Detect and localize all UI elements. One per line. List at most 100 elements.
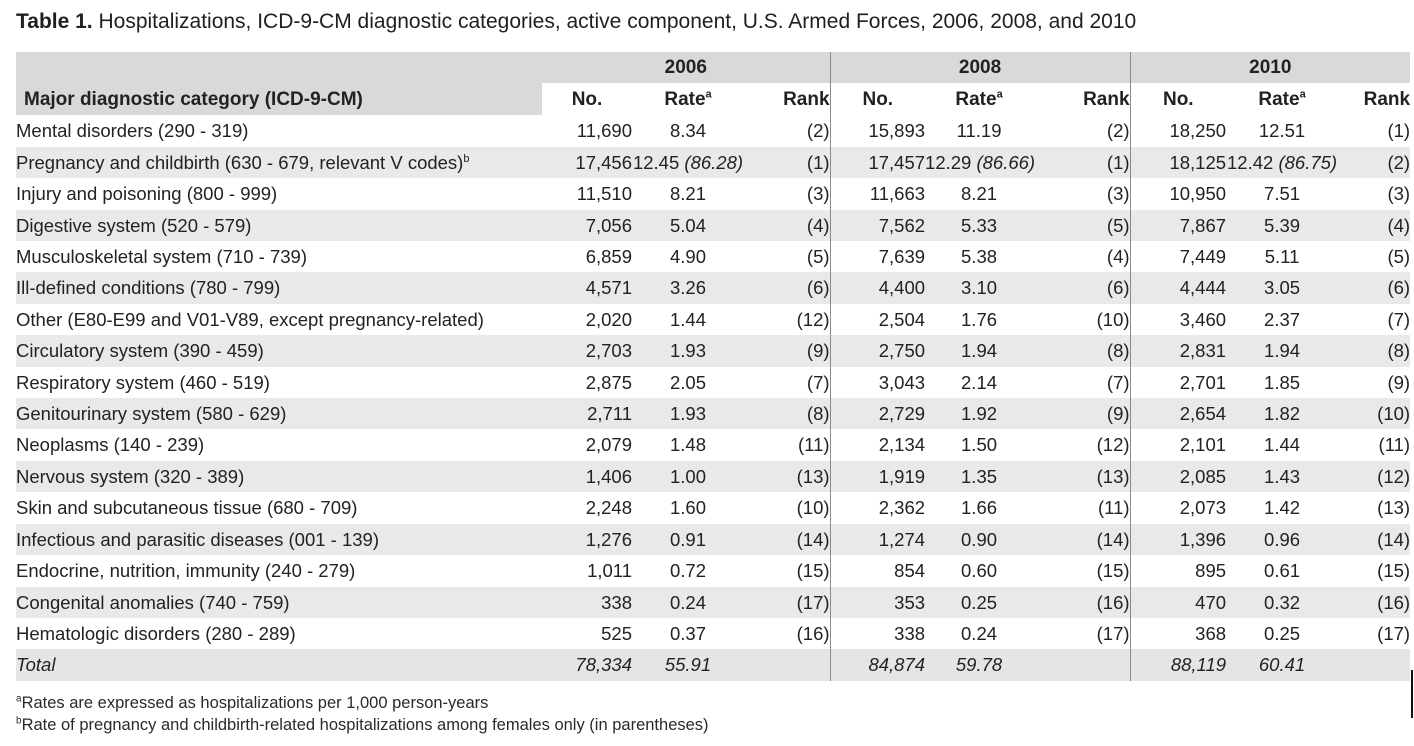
rank-cell: (7) [1387, 308, 1411, 330]
footnote-mark: a [16, 693, 22, 705]
rate-value: 0.32 [1264, 591, 1301, 613]
total-rate-2006: 55.91 [632, 649, 744, 681]
rate-value: 12.29 [925, 151, 972, 173]
rate-cell: 1.76 [925, 304, 1033, 335]
female-rate-value: (86.28) [684, 151, 744, 173]
rate-cell: 1.48 [632, 429, 744, 460]
category-cell: Genitourinary system (580 - 629) [16, 398, 542, 430]
rate-cell: 2.14 [925, 367, 1033, 398]
no-cell: 11,690 [576, 120, 632, 142]
no-cell: 2,085 [1129, 460, 1227, 493]
rate-cell: 1.82 [1226, 398, 1339, 430]
rate-value: 3.05 [1264, 277, 1301, 299]
rank-cell: (9) [744, 335, 831, 367]
no-cell: 2,729 [829, 398, 926, 430]
rate-cell: 4.90 [632, 241, 744, 272]
rank-cell: (13) [1033, 460, 1131, 493]
total-rate-2008: 59.78 [925, 649, 1034, 681]
rank-cell: (10) [1096, 308, 1130, 330]
no-cell: 2,654 [1129, 398, 1227, 430]
rate-value: 1.93 [669, 340, 706, 362]
no-cell: 11,663 [829, 178, 926, 210]
rate-value: 1.94 [1264, 340, 1301, 362]
rate-value: 0.60 [961, 560, 998, 582]
rate-value: 8.34 [669, 120, 706, 142]
rate-value: 1.94 [961, 340, 998, 362]
rate-column-header-2006: Ratea [632, 83, 744, 116]
rate-cell: 5.38 [925, 241, 1033, 272]
no-cell: 17,456 [542, 146, 632, 179]
rate-value: 0.37 [669, 622, 706, 644]
rate-value: 1.93 [669, 403, 706, 425]
rate-value: 2.14 [961, 371, 998, 393]
rate-value: 12.51 [1258, 120, 1306, 142]
rank-cell: (17) [1377, 622, 1411, 644]
no-cell: 10,950 [1129, 178, 1227, 210]
category-label: Digestive system (520 - 579) [16, 214, 252, 236]
rank-cell: (17) [744, 586, 831, 618]
category-label: Mental disorders (290 - 319) [16, 120, 249, 142]
table-number: Table 1. [16, 10, 93, 33]
rate-cell: 0.32 [1226, 586, 1339, 618]
rate-cell: 1.42 [1226, 492, 1338, 523]
rate-cell: 12.45 (86.28) [632, 146, 744, 179]
rate-value: 2.37 [1264, 308, 1301, 330]
no-cell: 2,362 [829, 492, 926, 524]
rank-cell: (2) [806, 120, 830, 142]
rank-cell: (9) [1033, 398, 1131, 430]
year-header-2010: 2010 [1129, 52, 1411, 84]
rate-value: 5.04 [669, 214, 706, 236]
rank-cell: (13) [744, 460, 831, 493]
no-cell: 2,703 [542, 335, 632, 367]
rate-value: 1.60 [669, 497, 706, 519]
table-row: Other (E80-E99 and V01-V89, except pregn… [16, 303, 1411, 336]
rate-value: 5.38 [961, 246, 998, 268]
rate-footnote-mark: a [705, 88, 712, 101]
category-label: Infectious and parasitic diseases (001 -… [16, 528, 380, 550]
no-cell: 7,639 [829, 241, 926, 273]
category-label: Pregnancy and childbirth (630 - 679, rel… [16, 151, 464, 173]
category-label: Respiratory system (460 - 519) [16, 371, 270, 393]
rate-value: 1.44 [1264, 434, 1301, 456]
rate-cell: 1.85 [1226, 367, 1338, 398]
table-row: Ill-defined conditions (780 - 799) 4,571 3… [16, 272, 1411, 304]
rate-value: 1.42 [1264, 497, 1301, 519]
no-cell: 1,011 [587, 560, 632, 582]
no-cell: 854 [829, 555, 926, 587]
rate-value: 0.24 [669, 591, 706, 613]
rank-cell: (12) [1338, 460, 1411, 493]
rank-cell: (9) [1387, 371, 1411, 393]
category-footnote-mark: b [463, 152, 470, 165]
hospitalizations-table: 2006 2008 2010 Major diagnostic category… [16, 52, 1411, 681]
footnotes: aRates are expressed as hospitalizations… [16, 692, 709, 736]
year-header-row: 2006 2008 2010 [16, 52, 1411, 84]
rate-value: 1.85 [1264, 371, 1301, 393]
no-column-header-2008: No. [829, 83, 926, 116]
table-row: Digestive system (520 - 579) 7,056 5.04 (4)… [16, 209, 1411, 242]
rank-cell: (6) [1338, 272, 1411, 304]
no-cell: 525 [601, 622, 632, 644]
rank-column-header-2008: Rank [1033, 83, 1131, 116]
rank-cell: (5) [1033, 209, 1131, 242]
rank-cell: (8) [1338, 335, 1411, 367]
rate-cell: 0.72 [632, 555, 744, 586]
no-cell: 11,510 [576, 183, 632, 205]
rank-column-header-2006: Rank [744, 83, 831, 116]
rate-value: 1.44 [669, 308, 706, 330]
rank-cell: (7) [806, 371, 830, 393]
total-no-2006: 78,334 [542, 649, 632, 681]
rank-cell: (4) [1338, 209, 1411, 242]
rate-value: 0.96 [1264, 528, 1301, 550]
column-header-row: Major diagnostic category (ICD-9-CM) No.… [16, 83, 1411, 116]
rank-cell: (4) [744, 209, 831, 242]
no-cell: 2,073 [1129, 492, 1227, 524]
rate-value: 5.11 [1264, 246, 1300, 268]
rate-column-header-2008: Ratea [925, 83, 1034, 116]
rate-value: 8.21 [669, 183, 706, 205]
rank-cell: (3) [1106, 183, 1130, 205]
rank-cell: (17) [1096, 622, 1130, 644]
category-label: Endocrine, nutrition, immunity (240 - 27… [16, 560, 356, 582]
table-title: Hospitalizations, ICD-9-CM diagnostic ca… [98, 10, 1137, 33]
table-row: Skin and subcutaneous tissue (680 - 709)… [16, 492, 1410, 524]
rate-value: 11.19 [956, 120, 1002, 142]
